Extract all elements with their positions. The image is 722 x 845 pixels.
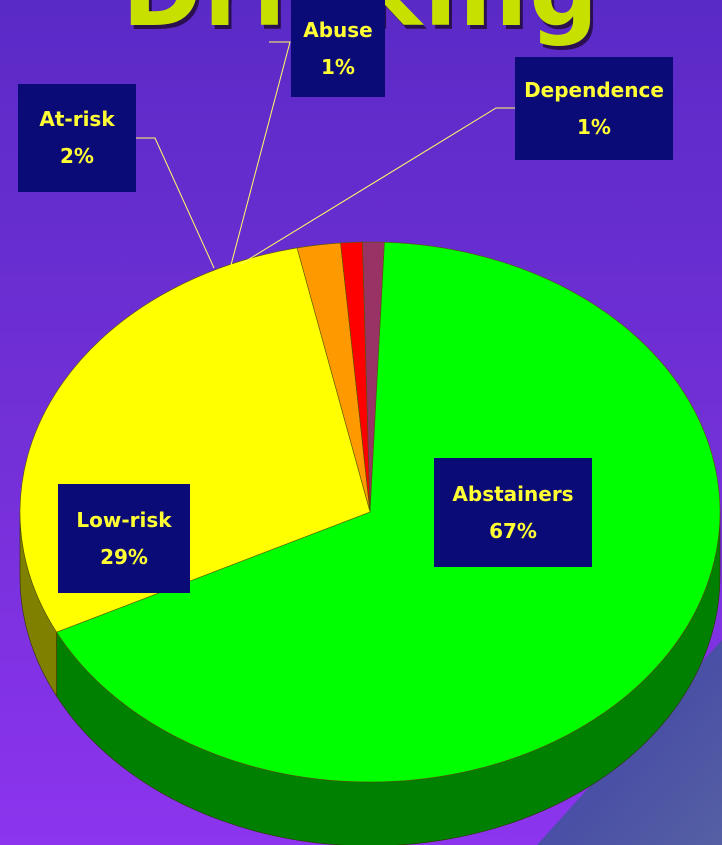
label-dependence-value: 1% [577,114,611,139]
label-abuse: Abuse 1% [291,0,385,97]
label-abstainers: Abstainers 67% [434,458,592,567]
leader-line-at-risk [136,137,215,269]
label-dependence-name: Dependence [524,77,664,102]
label-abstainers-value: 67% [489,518,537,543]
label-abuse-name: Abuse [303,17,373,42]
label-low-risk: Low-risk 29% [58,484,190,593]
label-at-risk-name: At-risk [39,107,115,131]
label-low-risk-name: Low-risk [76,507,172,532]
leader-line-abuse [230,41,291,266]
label-at-risk-value: 2% [60,144,94,168]
leader-line-dependence [240,107,515,265]
label-abstainers-name: Abstainers [452,481,574,506]
label-abuse-value: 1% [321,54,355,79]
pie-slice-abstainers [56,241,721,783]
label-dependence: Dependence 1% [515,57,673,160]
label-low-risk-value: 29% [100,544,148,569]
label-at-risk: At-risk 2% [18,84,136,192]
